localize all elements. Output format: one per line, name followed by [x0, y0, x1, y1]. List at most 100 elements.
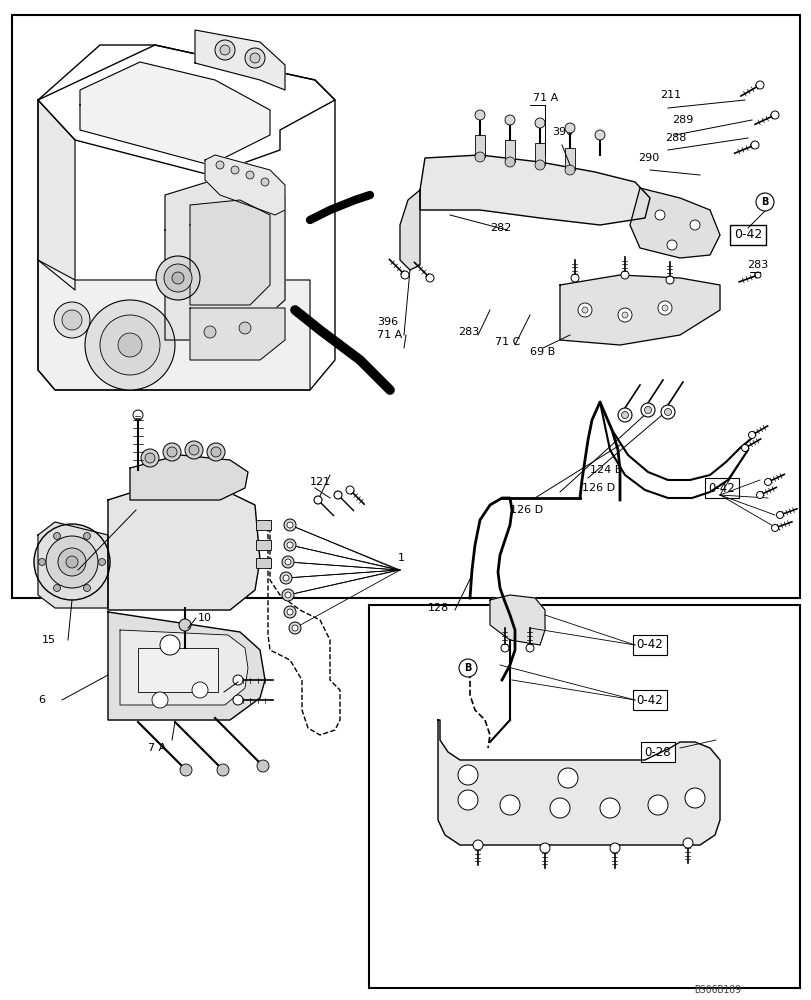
Circle shape	[54, 584, 61, 591]
Polygon shape	[204, 155, 285, 215]
Circle shape	[284, 606, 296, 618]
Circle shape	[665, 276, 673, 284]
Circle shape	[230, 166, 238, 174]
Circle shape	[549, 798, 569, 818]
Text: 0-42: 0-42	[708, 482, 735, 494]
Bar	[564, 148, 574, 170]
Circle shape	[620, 412, 628, 418]
Text: 6: 6	[38, 695, 45, 705]
Circle shape	[286, 609, 293, 615]
Circle shape	[557, 768, 577, 788]
Text: 2: 2	[60, 565, 67, 575]
Circle shape	[581, 307, 587, 313]
Circle shape	[286, 522, 293, 528]
Circle shape	[164, 264, 191, 292]
Polygon shape	[419, 155, 649, 225]
Circle shape	[118, 333, 142, 357]
Circle shape	[283, 575, 289, 581]
Polygon shape	[560, 275, 719, 345]
Circle shape	[564, 165, 574, 175]
Circle shape	[457, 765, 478, 785]
Circle shape	[770, 111, 778, 119]
Circle shape	[38, 558, 45, 566]
Circle shape	[238, 322, 251, 334]
Circle shape	[178, 619, 191, 631]
Circle shape	[152, 692, 168, 708]
Text: 126 D: 126 D	[581, 483, 615, 493]
Text: 121: 121	[310, 477, 331, 487]
Bar	[255, 558, 271, 568]
Polygon shape	[165, 175, 285, 340]
Circle shape	[84, 584, 90, 591]
Polygon shape	[130, 455, 247, 500]
Text: 1: 1	[397, 553, 405, 563]
Circle shape	[54, 302, 90, 338]
Text: 15: 15	[42, 635, 56, 645]
Circle shape	[755, 81, 763, 89]
Polygon shape	[38, 100, 75, 290]
Circle shape	[98, 558, 105, 566]
Circle shape	[620, 271, 629, 279]
Polygon shape	[108, 485, 260, 610]
Circle shape	[657, 301, 672, 315]
Circle shape	[284, 519, 296, 531]
Circle shape	[250, 53, 260, 63]
Circle shape	[663, 408, 671, 416]
Circle shape	[684, 788, 704, 808]
Circle shape	[564, 123, 574, 133]
Text: 126 D: 126 D	[509, 505, 543, 515]
Text: 282: 282	[489, 223, 511, 233]
Circle shape	[191, 682, 208, 698]
Circle shape	[640, 403, 654, 417]
Circle shape	[473, 840, 483, 850]
Polygon shape	[80, 62, 270, 165]
Circle shape	[34, 524, 109, 600]
Circle shape	[211, 447, 221, 457]
Circle shape	[160, 635, 180, 655]
Circle shape	[682, 838, 692, 848]
Circle shape	[504, 115, 514, 125]
Circle shape	[599, 798, 620, 818]
Bar	[255, 520, 271, 530]
Circle shape	[458, 659, 476, 677]
Circle shape	[217, 764, 229, 776]
Bar	[255, 540, 271, 550]
Circle shape	[534, 118, 544, 128]
Circle shape	[66, 556, 78, 568]
Circle shape	[654, 210, 664, 220]
Text: B: B	[464, 663, 471, 673]
Circle shape	[85, 300, 175, 390]
Text: 69 B: 69 B	[530, 347, 555, 357]
Circle shape	[216, 161, 224, 169]
Circle shape	[577, 303, 591, 317]
Circle shape	[285, 592, 290, 598]
Circle shape	[289, 622, 301, 634]
Circle shape	[457, 790, 478, 810]
Circle shape	[172, 272, 184, 284]
Circle shape	[220, 45, 230, 55]
Circle shape	[233, 695, 242, 705]
Circle shape	[474, 152, 484, 162]
Circle shape	[754, 272, 760, 278]
Circle shape	[644, 406, 650, 414]
Circle shape	[689, 220, 699, 230]
Circle shape	[233, 675, 242, 685]
Text: 71 A: 71 A	[532, 93, 558, 103]
Text: 10: 10	[198, 613, 212, 623]
Circle shape	[292, 625, 298, 631]
Text: 289: 289	[672, 115, 693, 125]
Text: 396: 396	[551, 127, 573, 137]
Bar	[504, 140, 514, 162]
Circle shape	[750, 141, 758, 149]
Text: 290: 290	[637, 153, 659, 163]
Polygon shape	[195, 30, 285, 90]
Circle shape	[426, 274, 433, 282]
Circle shape	[756, 491, 762, 498]
Text: 7 B: 7 B	[195, 685, 214, 695]
Polygon shape	[400, 190, 419, 270]
Circle shape	[141, 449, 159, 467]
Circle shape	[621, 312, 627, 318]
Circle shape	[617, 308, 631, 322]
Circle shape	[145, 453, 155, 463]
Circle shape	[666, 240, 676, 250]
